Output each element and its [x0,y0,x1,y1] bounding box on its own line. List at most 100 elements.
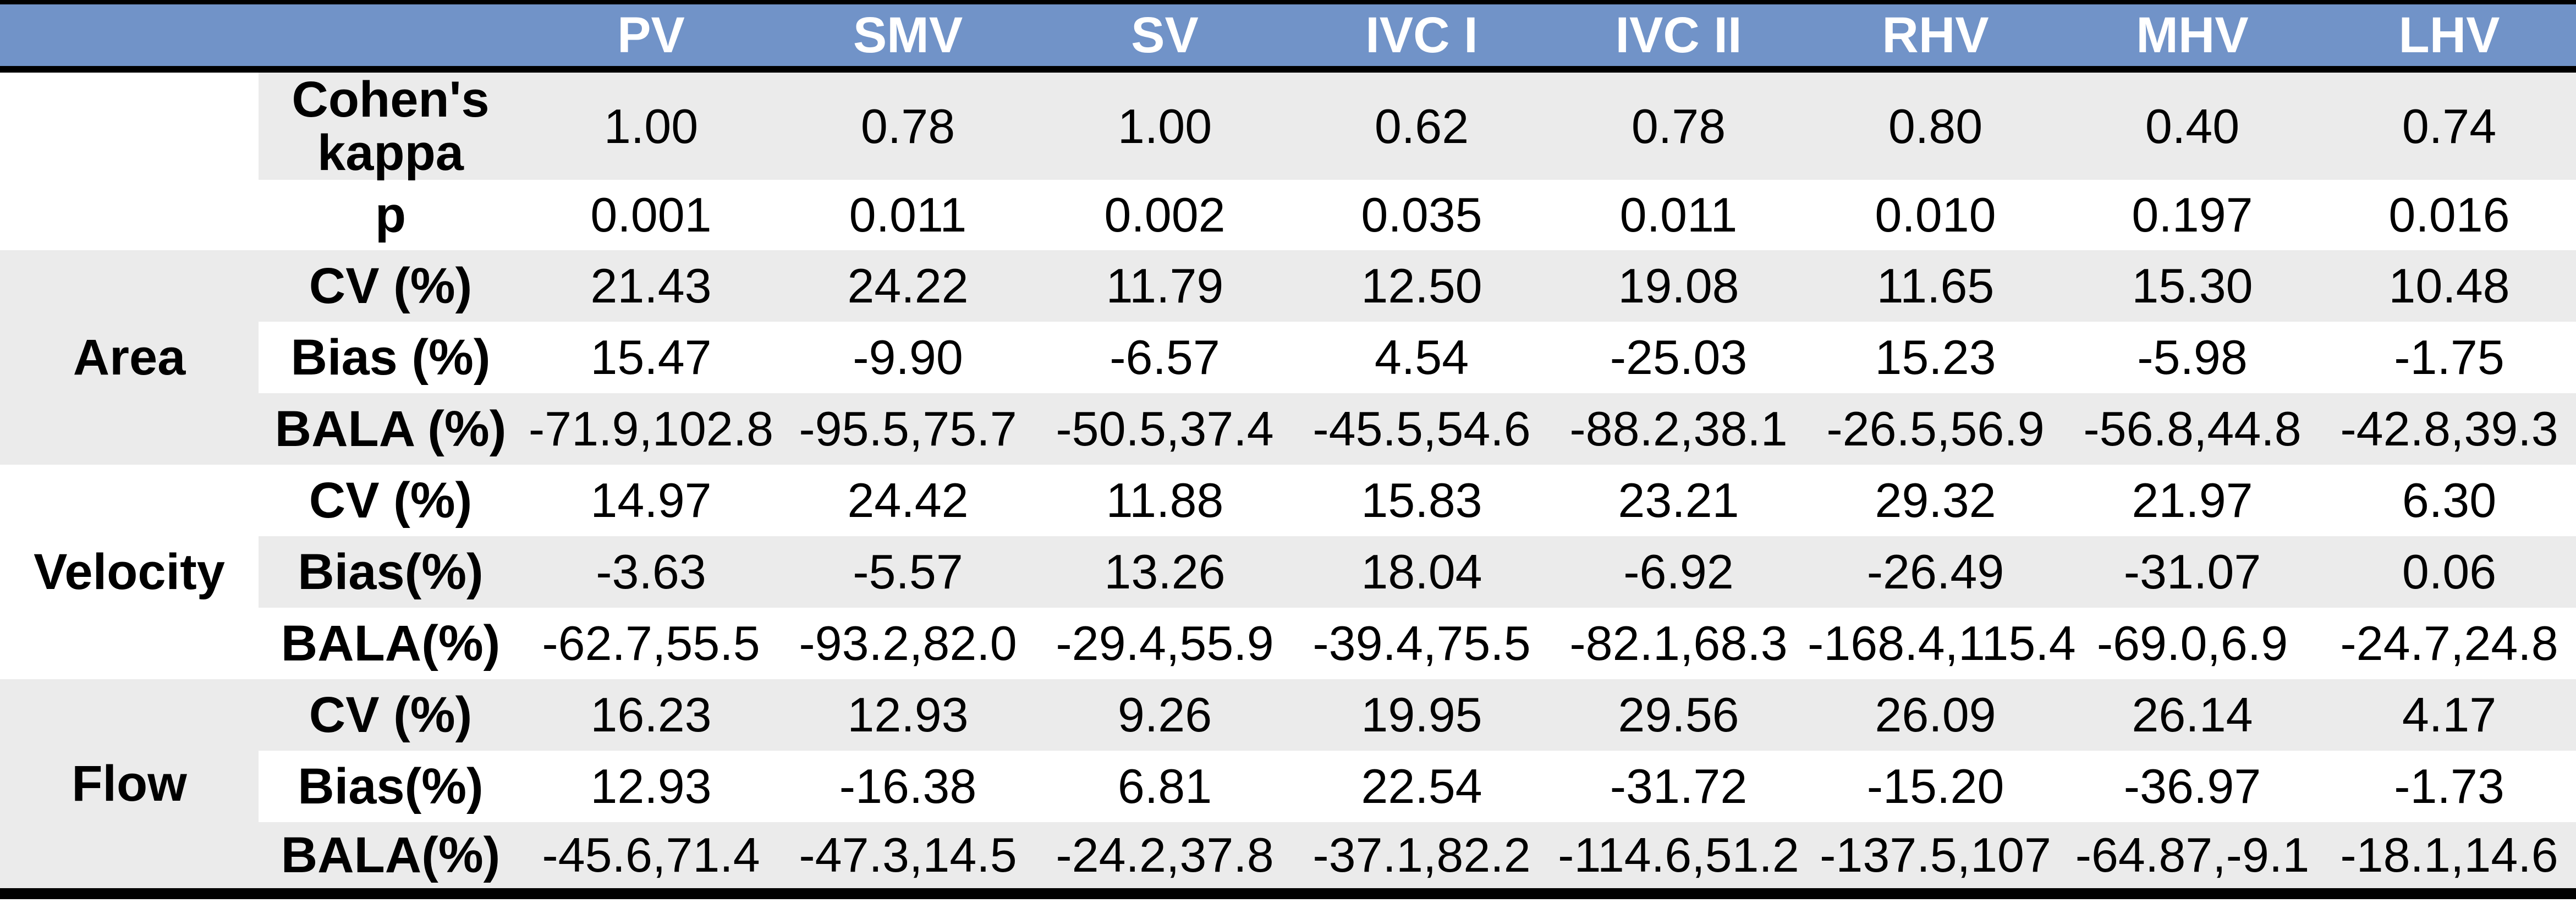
column-header-ivc1: IVC I [1365,7,1478,63]
value-cell: -93.2,82.0 [779,608,1036,680]
row-label: Cohen's kappa [259,69,523,180]
value-cell: -62.7,55.5 [523,608,779,680]
value-cell: 18.04 [1293,536,1550,608]
value-cell: -114.6,51.2 [1550,822,1807,894]
value-cell: -45.6,71.4 [523,822,779,894]
value-cell: -88.2,38.1 [1550,393,1807,465]
value-cell: 0.62 [1293,69,1550,180]
value-cell: 29.56 [1550,679,1807,751]
value-cell: 0.80 [1807,69,2064,180]
value-cell: 24.42 [779,465,1036,537]
value-cell: 12.93 [779,679,1036,751]
value-cell: -36.97 [2064,751,2321,823]
value-cell: 4.17 [2321,679,2576,751]
group-label-velocity: Velocity [0,465,259,680]
row-label: BALA (%) [259,393,523,465]
value-cell: -39.4,75.5 [1293,608,1550,680]
value-cell: -95.5,75.7 [779,393,1036,465]
header-empty-label-cell [259,2,523,69]
row-label: p [259,180,523,251]
group-label-empty [0,69,259,251]
value-cell: 15.30 [2064,250,2321,322]
value-cell: 0.011 [779,180,1036,251]
group-label-flow: Flow [0,679,259,894]
value-cell: -82.1,68.3 [1550,608,1807,680]
value-cell: 19.95 [1293,679,1550,751]
row-label: Bias (%) [259,322,523,394]
value-cell: 24.22 [779,250,1036,322]
column-header-lhv: LHV [2398,7,2500,63]
header-empty-group-cell [0,2,259,69]
value-cell: -3.63 [523,536,779,608]
table-row-cohens-kappa: Cohen's kappa 1.00 0.78 1.00 0.62 0.78 0… [0,69,2576,251]
value-cell: 13.26 [1036,536,1293,608]
value-cell: -25.03 [1550,322,1807,394]
value-cell: 0.011 [1550,180,1807,251]
table-row-area-bias: Bias (%) 15.47 -9.90 -6.57 4.54 -25.03 1… [0,322,2576,394]
value-cell: -50.5,37.4 [1036,393,1293,465]
value-cell: 10.48 [2321,250,2576,322]
value-cell: 12.50 [1293,250,1550,322]
value-cell: 29.32 [1807,465,2064,537]
table-row-flow-bala: BALA(%) -45.6,71.4 -47.3,14.5 -24.2,37.8… [0,822,2576,894]
table-row-velocity-cv: Velocity CV (%) 14.97 24.42 11.88 15.83 … [0,465,2576,680]
value-cell: -47.3,14.5 [779,822,1036,894]
value-cell: 1.00 [523,69,779,180]
value-cell: -45.5,54.6 [1293,393,1550,465]
value-cell: 0.016 [2321,180,2576,251]
value-cell: -26.49 [1807,536,2064,608]
value-cell: -1.73 [2321,751,2576,823]
value-cell: 0.74 [2321,69,2576,180]
column-header-smv: SMV [853,7,963,63]
table-row-flow-cv: Flow CV (%) 16.23 12.93 9.26 19.95 29.56… [0,679,2576,894]
value-cell: 15.83 [1293,465,1550,537]
value-cell: 0.78 [779,69,1036,180]
value-cell: -64.87,-9.1 [2064,822,2321,894]
value-cell: 0.78 [1550,69,1807,180]
value-cell: 21.97 [2064,465,2321,537]
table-row-p: p 0.001 0.011 0.002 0.035 0.011 0.010 0.… [0,180,2576,251]
value-cell: -24.7,24.8 [2321,608,2576,680]
value-cell: -9.90 [779,322,1036,394]
value-cell: -6.57 [1036,322,1293,394]
value-cell: 12.93 [523,751,779,823]
value-cell: 11.65 [1807,250,2064,322]
value-cell: -16.38 [779,751,1036,823]
value-cell: 0.002 [1036,180,1293,251]
value-cell: -31.72 [1550,751,1807,823]
value-cell: 0.40 [2064,69,2321,180]
value-cell: -42.8,39.3 [2321,393,2576,465]
column-header-sv: SV [1131,7,1199,63]
value-cell: 15.23 [1807,322,2064,394]
column-header-mhv: MHV [2136,7,2249,63]
row-label: BALA(%) [259,822,523,894]
value-cell: 26.09 [1807,679,2064,751]
value-cell: 14.97 [523,465,779,537]
row-label: CV (%) [259,679,523,751]
row-label: Bias(%) [259,536,523,608]
row-label: Bias(%) [259,751,523,823]
header-row: PV SMV SV IVC I IVC II RHV MHV LHV [0,2,2576,69]
value-cell: 23.21 [1550,465,1807,537]
value-cell: 0.197 [2064,180,2321,251]
row-label: CV (%) [259,465,523,537]
value-cell: 16.23 [523,679,779,751]
value-cell: 11.79 [1036,250,1293,322]
table-row-area-bala: BALA (%) -71.9,102.8 -95.5,75.7 -50.5,37… [0,393,2576,465]
table-row-flow-bias: Bias(%) 12.93 -16.38 6.81 22.54 -31.72 -… [0,751,2576,823]
value-cell: -71.9,102.8 [523,393,779,465]
value-cell: -29.4,55.9 [1036,608,1293,680]
value-cell: 11.88 [1036,465,1293,537]
row-label: CV (%) [259,250,523,322]
value-cell: -168.4,115.4 [1807,608,2076,680]
table-row-area-cv: Area CV (%) 21.43 24.22 11.79 12.50 19.0… [0,250,2576,465]
value-cell: -31.07 [2064,536,2321,608]
value-cell: 0.001 [523,180,779,251]
value-cell: -5.98 [2064,322,2321,394]
value-cell: -15.20 [1807,751,2064,823]
row-label: BALA(%) [259,608,523,680]
value-cell: 19.08 [1550,250,1807,322]
value-cell: -26.5,56.9 [1807,393,2064,465]
table-row-velocity-bias: Bias(%) -3.63 -5.57 13.26 18.04 -6.92 -2… [0,536,2576,608]
